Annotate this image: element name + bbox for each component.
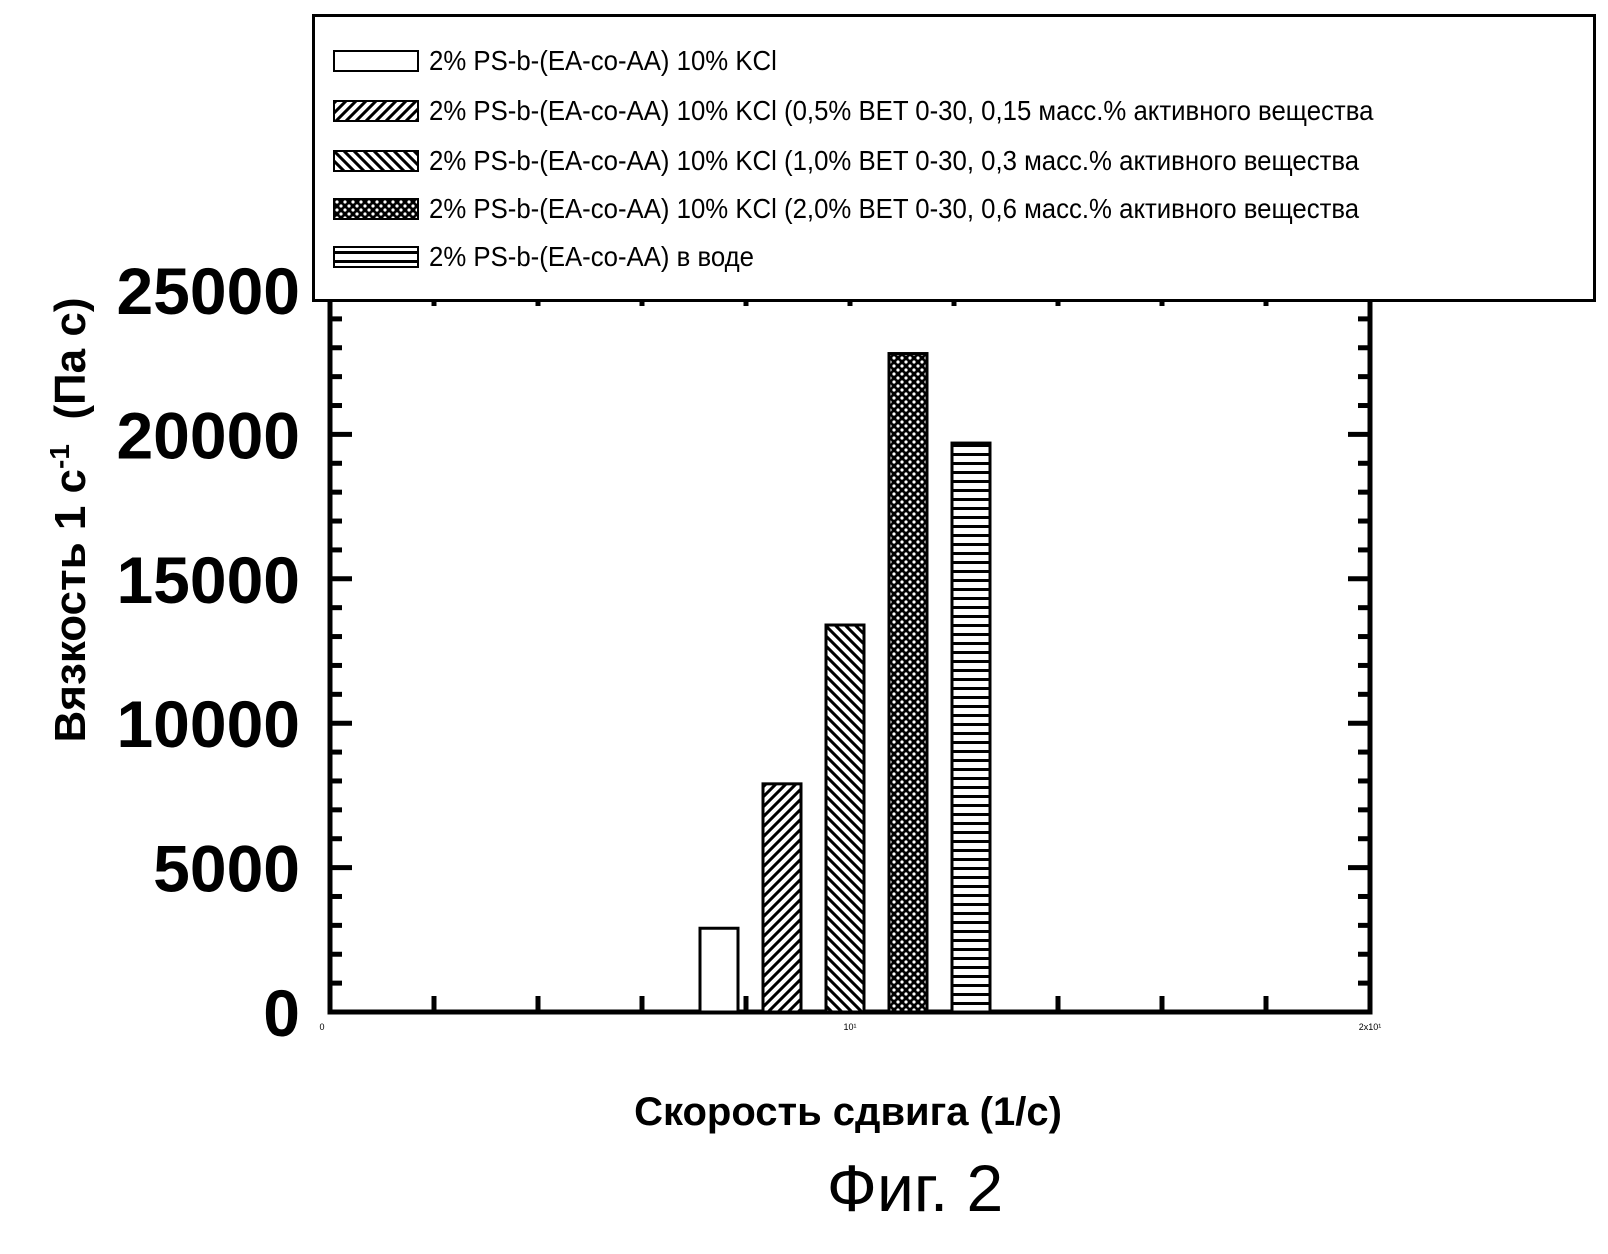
legend-swatch-horizontal: [333, 246, 419, 268]
y-tick-label: 10000: [116, 687, 300, 761]
y-tick-label: 25000: [116, 254, 300, 328]
legend-swatch-diagonal-up: [333, 100, 419, 122]
y-tick-label: 5000: [153, 832, 300, 906]
x-tick-label: 10¹: [843, 1022, 856, 1032]
bars: [698, 352, 992, 1014]
bar: [761, 782, 803, 1014]
y-tick-label: 15000: [116, 543, 300, 617]
x-tick-label: 0: [319, 1022, 324, 1032]
bar: [824, 623, 866, 1014]
legend-swatch-plain: [333, 50, 419, 72]
legend-label: 2% PS-b-(EA-co-AA) 10% KCl (1,0% BET 0-3…: [429, 145, 1360, 176]
legend-item: 2% PS-b-(EA-co-AA) 10% KCl (2,0% BET 0-3…: [333, 189, 1440, 229]
legend-label: 2% PS-b-(EA-co-AA) 10% KCl: [429, 45, 777, 76]
y-axis: 0 5000 10000 15000 20000 25000: [116, 254, 1370, 1050]
legend-swatch-diagonal-down: [333, 150, 419, 172]
legend-label: 2% PS-b-(EA-co-AA) 10% KCl (0,5% BET 0-3…: [429, 95, 1374, 126]
bar: [698, 926, 740, 1014]
y-tick-label: 0: [263, 976, 300, 1050]
y-tick-label: 20000: [116, 398, 300, 472]
bar: [887, 352, 929, 1014]
x-tick-label: 2x10¹: [1359, 1022, 1382, 1032]
x-axis-title: Скорость сдвига (1/с): [634, 1090, 1062, 1134]
legend-item: 2% PS-b-(EA-co-AA) 10% KCl: [333, 41, 807, 81]
legend-label: 2% PS-b-(EA-co-AA) 10% KCl (2,0% BET 0-3…: [429, 193, 1360, 224]
legend-swatch-crosshatch: [333, 198, 419, 220]
figure-caption: Фиг. 2: [826, 1151, 1004, 1225]
legend-item: 2% PS-b-(EA-co-AA) в воде: [333, 237, 782, 277]
bar: [950, 441, 992, 1014]
legend-item: 2% PS-b-(EA-co-AA) 10% KCl (1,0% BET 0-3…: [333, 141, 1440, 181]
y-axis-title: Вязкость 1 с-1 (Па с): [44, 298, 96, 743]
legend-item: 2% PS-b-(EA-co-AA) 10% KCl (0,5% BET 0-3…: [333, 91, 1456, 131]
y-axis-title-main: Вязкость 1 с: [45, 468, 95, 743]
legend: 2% PS-b-(EA-co-AA) 10% KCl 2% PS-b-(EA-c…: [312, 14, 1596, 302]
legend-label: 2% PS-b-(EA-co-AA) в воде: [429, 241, 755, 272]
y-axis-title-sup: -1: [44, 444, 76, 469]
y-axis-title-unit: (Па с): [45, 297, 95, 420]
